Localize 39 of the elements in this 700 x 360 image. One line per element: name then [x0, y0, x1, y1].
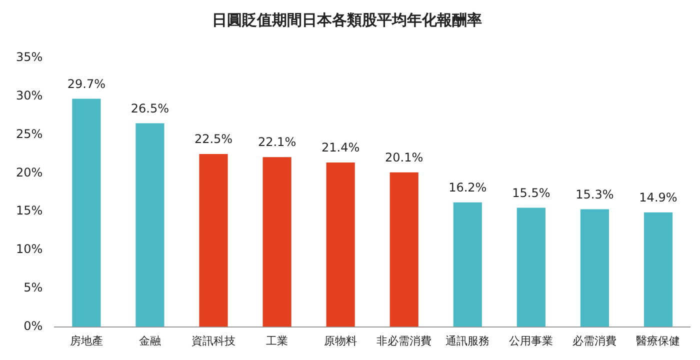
bar: [580, 209, 609, 327]
y-tick-label: 5%: [24, 280, 43, 295]
data-label: 22.1%: [258, 135, 296, 150]
bar: [453, 202, 482, 327]
bar: [390, 172, 418, 327]
data-label: 22.5%: [194, 132, 233, 146]
bar: [516, 208, 546, 327]
y-tick-label: 20%: [16, 165, 43, 180]
x-tick-label: 通訊服務: [446, 334, 490, 348]
x-tick-label: 房地產: [70, 334, 103, 348]
bar: [644, 212, 673, 327]
data-label: 16.2%: [448, 180, 487, 195]
x-tick-label: 醫療保健: [636, 334, 680, 348]
x-tick-label: 工業: [266, 334, 288, 348]
bar: [262, 157, 292, 327]
data-label: 14.9%: [639, 190, 678, 204]
y-tick-label: 25%: [16, 126, 43, 141]
data-label: 29.7%: [67, 76, 106, 91]
x-tick-label: 非必需消費: [376, 334, 432, 348]
x-tick-label: 必需消費: [572, 334, 617, 348]
bar: [199, 154, 228, 327]
y-tick-label: 35%: [16, 50, 43, 64]
y-tick-label: 10%: [16, 242, 43, 256]
bar: [72, 98, 101, 327]
y-tick-label: 0%: [24, 318, 43, 333]
bar: [326, 162, 355, 327]
data-label: 21.4%: [322, 140, 360, 155]
data-label: 26.5%: [130, 101, 170, 116]
x-tick-label: 公用事業: [509, 334, 554, 348]
data-label: 20.1%: [385, 150, 424, 165]
x-tick-label: 原物料: [324, 334, 358, 348]
x-tick-label: 資訊科技: [192, 334, 236, 348]
data-label: 15.5%: [512, 186, 550, 200]
x-tick-label: 金融: [138, 334, 161, 348]
chart-title: 日圓貶值期間日本各類股平均年化報酬率: [212, 10, 482, 29]
y-tick-label: 30%: [16, 88, 43, 103]
data-label: 15.3%: [576, 187, 614, 202]
bar: [136, 123, 164, 327]
y-tick-label: 15%: [16, 204, 43, 218]
